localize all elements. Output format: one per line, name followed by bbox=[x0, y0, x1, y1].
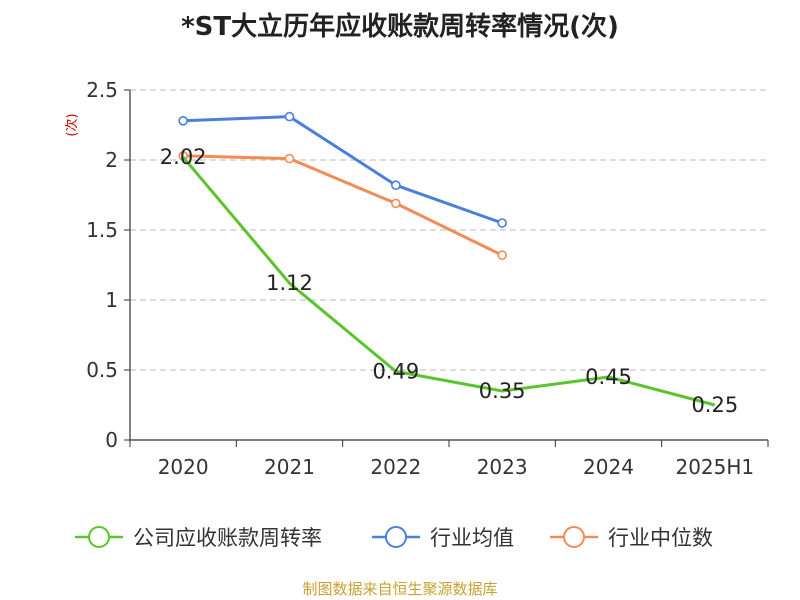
series-line-0 bbox=[182, 156, 716, 407]
chart-title: *ST大立历年应收账款周转率情况(次) bbox=[181, 12, 619, 42]
y-tick-label: 1.5 bbox=[86, 218, 118, 242]
data-label: 0.49 bbox=[372, 359, 419, 383]
y-axis-label: (次) bbox=[64, 113, 80, 136]
data-point bbox=[284, 153, 295, 164]
y-tick-label: 1 bbox=[105, 288, 118, 312]
x-tick-label: 2022 bbox=[370, 455, 421, 479]
data-label: 2.02 bbox=[160, 145, 207, 169]
data-point bbox=[178, 116, 188, 126]
legend-marker bbox=[563, 526, 585, 548]
legend-label: 行业均值 bbox=[430, 526, 514, 550]
x-tick-label: 2023 bbox=[477, 455, 528, 479]
y-tick-label: 2 bbox=[105, 148, 118, 172]
legend-marker bbox=[88, 526, 110, 548]
data-point bbox=[391, 198, 401, 209]
data-label: 0.25 bbox=[691, 393, 738, 417]
legend-label: 公司应收账款周转率 bbox=[133, 526, 322, 550]
y-tick-label: 0.5 bbox=[86, 358, 118, 382]
x-tick-label: 2025H1 bbox=[675, 455, 754, 479]
y-tick-label: 2.5 bbox=[86, 78, 118, 102]
y-tick-label: 0 bbox=[105, 428, 118, 452]
data-point bbox=[284, 111, 295, 122]
data-point bbox=[391, 180, 401, 190]
x-tick-label: 2021 bbox=[264, 455, 315, 479]
series-line-2 bbox=[183, 154, 503, 257]
data-label: 0.35 bbox=[479, 379, 526, 403]
data-point bbox=[497, 218, 507, 228]
legend-label: 行业中位数 bbox=[608, 526, 713, 550]
x-tick-label: 2024 bbox=[583, 455, 634, 479]
data-label: 0.45 bbox=[585, 365, 632, 389]
source-footer: 制图数据来自恒生聚源数据库 bbox=[302, 580, 498, 598]
data-point bbox=[497, 250, 507, 260]
x-tick-label: 2020 bbox=[158, 455, 209, 479]
series-line-1 bbox=[183, 115, 503, 225]
legend-marker bbox=[385, 526, 407, 548]
data-label: 1.12 bbox=[266, 271, 313, 295]
